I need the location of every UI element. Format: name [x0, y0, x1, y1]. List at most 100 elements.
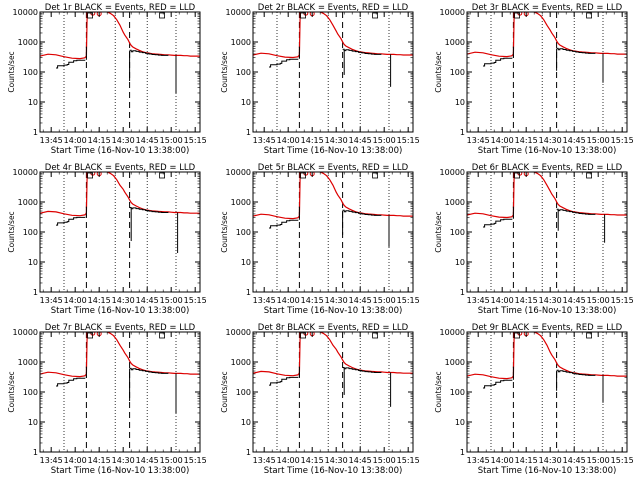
x-tick-label: 14:00: [64, 296, 87, 305]
y-tick-label: 1: [246, 288, 251, 297]
events-series-line: [129, 367, 169, 374]
x-tick-label: 15:15: [611, 456, 634, 465]
y-tick-label: 1: [33, 288, 38, 297]
chart-panel: 1 10 100 1000 10000 13:45 14:00 14:15 14:30 14:45…: [220, 323, 420, 476]
chart-title: Det 5r BLACK = Events, RED = LLD: [258, 163, 409, 173]
y-tick-label: 100: [236, 388, 251, 397]
y-tick-label: 1: [460, 448, 465, 457]
x-tick-label: 15:00: [160, 296, 183, 305]
events-series-line: [129, 49, 169, 56]
x-tick-label: 15:00: [587, 296, 610, 305]
x-tick-label: 14:00: [491, 296, 514, 305]
x-axis-label: Start Time (16-Nov-10 13:38:00): [51, 306, 190, 316]
y-tick-label: 1: [460, 288, 465, 297]
events-series-line: [129, 207, 169, 213]
y-tick-label: 100: [236, 68, 251, 77]
events-series-line: [556, 369, 596, 376]
x-tick-label: 15:15: [397, 136, 420, 145]
chart-title: Det 3r BLACK = Events, RED = LLD: [472, 3, 623, 13]
y-tick-label: 1000: [18, 358, 38, 367]
chart-title: Det 6r BLACK = Events, RED = LLD: [472, 163, 623, 173]
y-tick-label: 1000: [231, 38, 251, 47]
y-tick-label: 10000: [226, 8, 251, 17]
x-tick-label: 14:00: [491, 136, 514, 145]
y-tick-label: 10: [28, 258, 38, 267]
y-tick-label: 1: [33, 128, 38, 137]
x-tick-label: 14:30: [325, 136, 348, 145]
chart-panel: 1 10 100 1000 10000 13:45 14:00 14:15 14:30 14:45…: [7, 323, 207, 476]
x-axis-label: Start Time (16-Nov-10 13:38:00): [264, 146, 403, 156]
saturation-marker: [372, 332, 379, 339]
chart-panel: 1 10 100 1000 10000 13:45 14:00 14:15 14:30 14:45…: [434, 3, 634, 156]
x-tick-label: 14:00: [277, 456, 300, 465]
events-series-line: [483, 379, 513, 389]
x-tick-label: 13:45: [467, 296, 490, 305]
y-axis-label: Counts/sec: [7, 371, 16, 412]
x-tick-label: 14:30: [112, 136, 135, 145]
x-tick-label: 15:15: [184, 296, 207, 305]
x-tick-label: 15:00: [373, 296, 396, 305]
x-tick-label: 14:45: [563, 136, 586, 145]
x-tick-label: 14:00: [277, 136, 300, 145]
x-tick-label: 15:15: [184, 136, 207, 145]
x-tick-label: 14:45: [349, 456, 372, 465]
x-tick-label: 15:15: [397, 296, 420, 305]
y-tick-label: 100: [450, 68, 465, 77]
x-tick-label: 13:45: [40, 136, 63, 145]
chart-panel: 1 10 100 1000 10000 13:45 14:00 14:15 14:30 14:45…: [7, 3, 207, 156]
y-tick-label: 10: [455, 98, 465, 107]
y-tick-label: 10: [28, 98, 38, 107]
x-tick-label: 14:15: [88, 296, 111, 305]
y-tick-label: 1: [246, 128, 251, 137]
x-tick-label: 15:00: [373, 136, 396, 145]
x-tick-label: 14:30: [539, 296, 562, 305]
x-tick-label: 13:45: [40, 296, 63, 305]
saturation-marker: [87, 172, 93, 179]
y-tick-label: 10: [455, 258, 465, 267]
x-tick-label: 14:00: [277, 296, 300, 305]
y-axis-label: Counts/sec: [220, 211, 229, 252]
y-axis-label: Counts/sec: [220, 51, 229, 92]
events-series-line: [342, 48, 382, 55]
x-tick-label: 14:00: [491, 456, 514, 465]
x-tick-label: 14:45: [563, 456, 586, 465]
saturation-marker: [586, 332, 592, 339]
y-axis-label: Counts/sec: [434, 51, 443, 92]
x-tick-label: 14:15: [515, 136, 538, 145]
y-tick-label: 10000: [13, 168, 38, 177]
y-tick-label: 100: [23, 388, 38, 397]
x-tick-label: 13:45: [253, 296, 276, 305]
x-tick-label: 14:15: [301, 456, 324, 465]
chart-title: Det 1r BLACK = Events, RED = LLD: [45, 3, 196, 13]
x-tick-label: 14:30: [539, 456, 562, 465]
y-axis-label: Counts/sec: [220, 371, 229, 412]
events-series-line: [342, 209, 382, 216]
lld-series-line: [467, 172, 627, 219]
y-axis-label: Counts/sec: [7, 211, 16, 252]
chart-title: Det 4r BLACK = Events, RED = LLD: [45, 163, 196, 173]
y-tick-label: 1000: [18, 38, 38, 47]
x-tick-label: 15:15: [611, 296, 634, 305]
x-tick-label: 15:15: [611, 136, 634, 145]
lld-series-line: [253, 332, 413, 377]
x-tick-label: 13:45: [467, 136, 490, 145]
y-tick-label: 10: [28, 418, 38, 427]
chart-panel: 1 10 100 1000 10000 13:45 14:00 14:15 14:30 14:45…: [220, 163, 420, 316]
y-tick-label: 1: [246, 448, 251, 457]
y-tick-label: 1000: [18, 198, 38, 207]
y-tick-label: 1000: [445, 198, 465, 207]
events-series-line: [556, 208, 596, 215]
chart-panel: 1 10 100 1000 10000 13:45 14:00 14:15 14:30 14:45…: [434, 163, 634, 316]
y-tick-label: 100: [236, 228, 251, 237]
y-tick-label: 10: [241, 258, 251, 267]
saturation-marker: [514, 332, 520, 339]
events-series-line: [269, 219, 299, 229]
x-tick-label: 13:45: [253, 456, 276, 465]
x-tick-label: 14:15: [88, 456, 111, 465]
y-tick-label: 100: [450, 228, 465, 237]
x-axis-label: Start Time (16-Nov-10 13:38:00): [478, 146, 617, 156]
events-series-line: [56, 59, 86, 69]
x-tick-label: 15:00: [373, 456, 396, 465]
y-tick-label: 1000: [445, 38, 465, 47]
